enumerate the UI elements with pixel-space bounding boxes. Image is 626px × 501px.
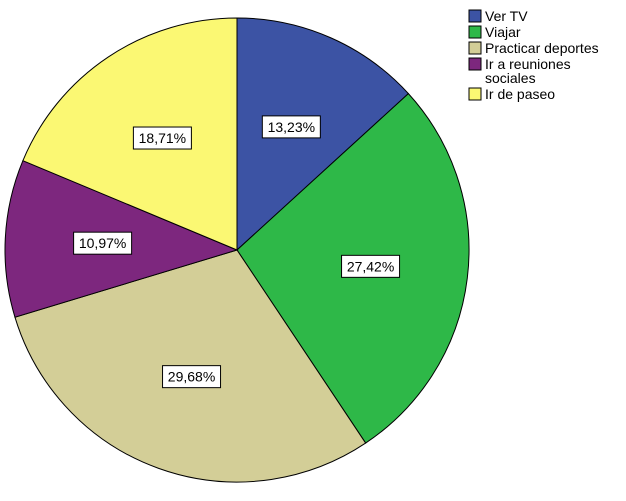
legend-label: Practicar deportes <box>485 40 599 56</box>
legend-item-practicar-deportes: Practicar deportes <box>468 40 599 56</box>
pie-data-labels: 13,23% 27,42% 29,68% 10,97% 18,71% <box>73 115 401 389</box>
legend-label: sociales <box>485 70 536 86</box>
data-label-text: 18,71% <box>139 130 186 146</box>
data-label-viajar: 27,42% <box>341 254 401 278</box>
legend-label: Viajar <box>485 24 521 40</box>
data-label-box <box>341 254 401 278</box>
data-label-text: 13,23% <box>268 119 315 135</box>
legend-swatch <box>468 57 482 71</box>
data-label-practicar-deportes: 29,68% <box>162 365 222 389</box>
data-label-box <box>73 231 133 255</box>
legend-label: Ir de paseo <box>485 86 555 102</box>
data-label-ir-de-paseo: 18,71% <box>132 126 192 150</box>
data-label-box <box>261 115 321 139</box>
pie-slice-ver-tv <box>236 17 410 252</box>
legend-item-ver-tv: Ver TV <box>468 8 528 24</box>
data-label-text: 10,97% <box>79 235 126 251</box>
data-label-box <box>162 365 222 389</box>
pie-slice-ir-de-paseo <box>22 17 238 251</box>
legend-item-viajar: Viajar <box>468 24 521 40</box>
data-label-text: 29,68% <box>168 369 215 385</box>
data-label-ir-a-reuniones-sociales: 10,97% <box>73 231 133 255</box>
legend-item-ir-de-paseo: Ir de paseo <box>468 86 555 102</box>
data-label-box <box>132 126 192 150</box>
legend-swatch <box>468 41 482 55</box>
legend-swatch <box>468 25 482 39</box>
legend-label: Ir a reuniones <box>485 56 571 72</box>
legend-swatch <box>468 87 482 101</box>
data-label-ver-tv: 13,23% <box>261 115 321 139</box>
legend-swatch <box>468 9 482 23</box>
data-label-text: 27,42% <box>347 258 394 274</box>
legend-label: Ver TV <box>485 8 528 24</box>
